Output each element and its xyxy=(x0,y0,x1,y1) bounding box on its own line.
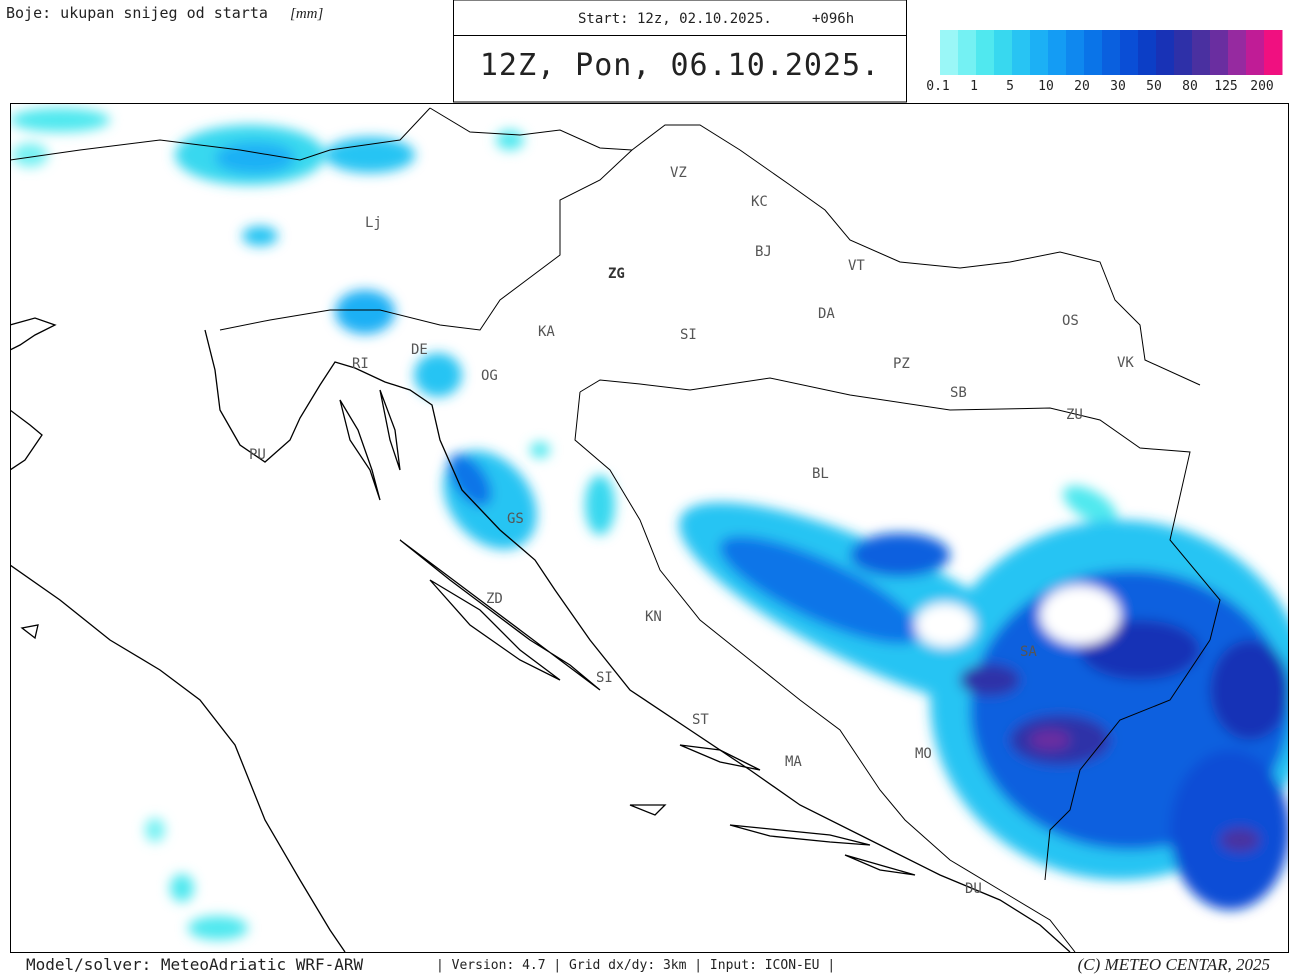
city-label: VK xyxy=(1117,355,1134,371)
coastline xyxy=(11,409,43,471)
legend-swatch xyxy=(1030,30,1049,75)
legend-swatch xyxy=(1138,30,1157,75)
country-border xyxy=(429,107,1201,386)
lead-time: +096h xyxy=(812,11,854,27)
island xyxy=(729,824,871,846)
city-label: KA xyxy=(538,324,555,340)
city-label: SI xyxy=(596,670,613,686)
run-info: | Version: 4.7 | Grid dx/dy: 3km | Input… xyxy=(436,958,835,973)
legend-label: 0.1 xyxy=(926,79,949,94)
island xyxy=(20,624,39,640)
city-label: SI xyxy=(680,327,697,343)
snow-field xyxy=(11,108,1288,940)
city-label: MA xyxy=(785,754,802,770)
copyright: (C) METEO CENTAR, 2025 xyxy=(1078,955,1270,974)
legend-label: 1 xyxy=(970,79,978,94)
city-label: ZU xyxy=(1066,407,1083,423)
legend-swatch xyxy=(940,30,959,75)
coastline xyxy=(11,317,57,351)
city-label: DA xyxy=(818,306,835,322)
city-label: ZG xyxy=(608,266,625,282)
caption: Boje: ukupan snijeg od starta xyxy=(6,4,268,22)
legend-swatch xyxy=(1156,30,1175,75)
legend-swatch xyxy=(994,30,1013,75)
country-border xyxy=(574,391,1076,952)
legend-swatch xyxy=(1174,30,1193,75)
legend-swatch xyxy=(1210,30,1229,75)
legend-swatch xyxy=(1102,30,1121,75)
legend-label: 20 xyxy=(1074,79,1090,94)
legend-label: 5 xyxy=(1006,79,1014,94)
coastline xyxy=(11,564,346,952)
city-label: RI xyxy=(352,356,369,372)
island xyxy=(379,389,401,471)
legend-swatch xyxy=(1120,30,1139,75)
city-label: ST xyxy=(692,712,709,728)
legend-label: 30 xyxy=(1110,79,1126,94)
country-border xyxy=(579,377,1221,641)
island xyxy=(679,744,761,771)
color-legend: 0.1 1 5 10 20 30 50 80 125 200 xyxy=(926,30,1283,94)
valid-time: 12Z, Pon, 06.10.2025. xyxy=(480,48,880,83)
city-label: OS xyxy=(1062,313,1079,329)
island xyxy=(399,539,601,691)
city-label: PU xyxy=(249,447,266,463)
city-label: DU xyxy=(965,881,982,897)
city-label: MO xyxy=(915,746,932,762)
legend-label: 10 xyxy=(1038,79,1054,94)
city-label: OG xyxy=(481,368,498,384)
city-label: DE xyxy=(411,342,428,358)
legend-label: 125 xyxy=(1214,79,1237,94)
country-border xyxy=(1044,639,1211,881)
city-label: BJ xyxy=(755,244,772,260)
legend-swatch xyxy=(1048,30,1067,75)
island xyxy=(844,854,916,876)
island xyxy=(629,804,667,816)
city-label: VT xyxy=(848,258,865,274)
start-time: Start: 12z, 02.10.2025. xyxy=(578,11,772,27)
legend-swatch xyxy=(1066,30,1085,75)
header-box xyxy=(453,0,907,103)
city-label: Lj xyxy=(365,215,382,231)
city-labels: VZ KC BJ Lj ZG VT DA KA SI OS RI DE OG P… xyxy=(249,165,1134,897)
legend-swatch xyxy=(1264,30,1283,75)
island xyxy=(339,399,381,501)
country-border xyxy=(219,149,633,331)
legend-swatch xyxy=(1012,30,1031,75)
legend-swatch xyxy=(958,30,977,75)
legend-swatch xyxy=(1084,30,1103,75)
model-info: Model/solver: MeteoAdriatic WRF-ARW xyxy=(26,955,364,974)
city-label: SB xyxy=(950,385,967,401)
city-label: GS xyxy=(507,511,524,527)
island xyxy=(429,579,561,681)
legend-swatch xyxy=(1192,30,1211,75)
city-label: VZ xyxy=(670,165,687,181)
city-label: KC xyxy=(751,194,768,210)
coastline xyxy=(204,329,1071,952)
city-label: PZ xyxy=(893,356,910,372)
legend-label: 80 xyxy=(1182,79,1198,94)
country-border xyxy=(11,107,431,161)
city-label: KN xyxy=(645,609,662,625)
legend-label: 200 xyxy=(1250,79,1273,94)
caption-unit: [mm] xyxy=(290,6,324,22)
legend-label: 50 xyxy=(1146,79,1162,94)
city-label: SA xyxy=(1020,644,1037,660)
legend-swatch xyxy=(976,30,995,75)
legend-swatch xyxy=(1246,30,1265,75)
legend-swatch xyxy=(1228,30,1247,75)
map-area xyxy=(11,107,1288,952)
city-label: ZD xyxy=(486,591,503,607)
city-label: BL xyxy=(812,466,829,482)
